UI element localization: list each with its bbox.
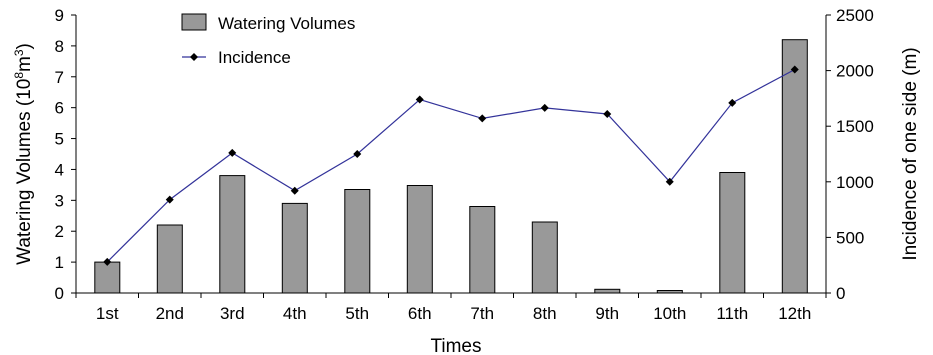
x-tick-label-5th: 5th [345, 304, 369, 323]
incidence-point-5th [353, 150, 362, 158]
incidence-point-6th [415, 95, 424, 104]
incidence-point-11th [728, 98, 737, 107]
x-tick-label-12th: 12th [778, 304, 811, 323]
x-tick-label-7th: 7th [470, 304, 494, 323]
y-right-tick-label: 2500 [836, 6, 874, 25]
legend: Watering Volumes Incidence [181, 13, 355, 67]
bar-3rd [219, 175, 246, 294]
x-tick-label-11th: 11th [716, 304, 748, 323]
y-right-tick-label: 1500 [836, 117, 874, 136]
incidence-point-8th [540, 103, 549, 112]
bar-6th [406, 185, 433, 294]
bar-4th [281, 202, 308, 294]
y-left-tick-label: 4 [55, 160, 64, 179]
y-left-tick-label: 8 [55, 37, 64, 56]
y-left-tick-label: 3 [55, 191, 64, 210]
bars-layer [94, 39, 808, 294]
y-right-tick-label: 2000 [836, 62, 874, 81]
bar-11th [719, 172, 746, 294]
y-left-tick-label: 0 [55, 284, 64, 303]
incidence-point-7th [478, 114, 487, 123]
bar-1st [94, 261, 121, 294]
bar-2nd [156, 224, 183, 294]
ticks-layer: 0 1 2 3 4 5 6 7 8 9 0 500 1000 1500 2000 2500 1st 2nd 3rd 4… [55, 6, 874, 323]
incidence-line-layer [103, 65, 799, 266]
y-left-axis-title: Watering Volumes (108m3) [12, 43, 35, 265]
bar-7th [469, 206, 496, 294]
incidence-point-3rd [228, 148, 237, 157]
incidence-point-9th [603, 109, 612, 118]
legend-bar-swatch [181, 13, 207, 31]
y-left-tick-label: 5 [55, 130, 64, 149]
incidence-line [106, 68, 796, 263]
x-tick-label-6th: 6th [408, 304, 432, 323]
x-tick-label-8th: 8th [533, 304, 557, 323]
legend-label-watering: Watering Volumes [218, 14, 355, 33]
x-axis-title: Times [430, 336, 481, 355]
y-left-tick-label: 2 [55, 222, 64, 241]
y-left-tick-label: 6 [55, 99, 64, 118]
x-tick-label-4th: 4th [283, 304, 307, 323]
y-right-tick-label: 0 [836, 284, 845, 303]
x-tick-label-10th: 10th [653, 304, 686, 323]
x-tick-label-1st: 1st [96, 304, 119, 323]
bar-8th [531, 221, 558, 294]
incidence-point-4th [290, 186, 299, 195]
bar-9th [594, 288, 621, 294]
y-left-tick-label: 7 [55, 68, 64, 87]
y-right-tick-label: 1000 [836, 173, 874, 192]
x-tick-label-2nd: 2nd [156, 304, 184, 323]
bar-12th [781, 39, 808, 294]
legend-marker-swatch [190, 53, 198, 61]
incidence-point-2nd [165, 195, 174, 204]
incidence-point-12th [790, 65, 799, 74]
y-right-axis-title: Incidence of one side (m) [900, 47, 921, 260]
y-right-tick-label: 500 [836, 228, 864, 247]
incidence-point-10th [665, 177, 674, 186]
y-left-tick-label: 1 [55, 253, 64, 272]
y-left-tick-label: 9 [55, 6, 64, 25]
bar-5th [344, 189, 371, 294]
legend-label-incidence: Incidence [218, 48, 291, 67]
x-tick-label-3rd: 3rd [220, 304, 245, 323]
incidence-point-1st [103, 257, 112, 266]
x-tick-label-9th: 9th [595, 304, 619, 323]
